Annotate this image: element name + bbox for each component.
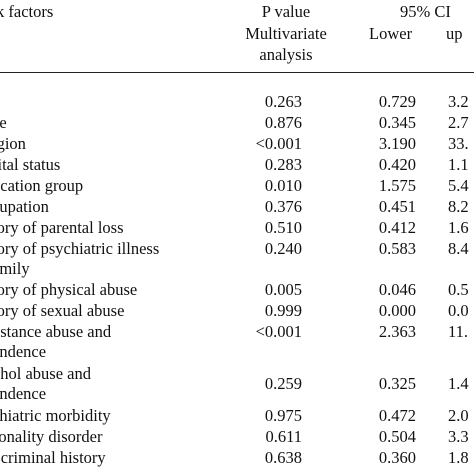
table-row: igion <0.001 3.190 33. bbox=[0, 134, 474, 155]
ci-lower: 0.504 bbox=[378, 427, 416, 446]
p-value: 0.510 bbox=[264, 218, 302, 237]
risk-factor: cupation bbox=[0, 197, 49, 216]
p-value: 0.005 bbox=[264, 280, 302, 299]
p-value: 0.259 bbox=[264, 374, 302, 393]
ci-upper: 5.4 bbox=[448, 176, 469, 195]
risk-factor: tory of sexual abuse bbox=[0, 301, 125, 320]
table-row: cupation 0.376 0.451 8.2 bbox=[0, 197, 474, 218]
p-value: 0.876 bbox=[264, 113, 302, 132]
table-row: tory of physical abuse 0.005 0.046 0.5 bbox=[0, 280, 474, 301]
ci-upper: 2.0 bbox=[448, 406, 469, 425]
p-value: 0.975 bbox=[264, 406, 302, 425]
p-value: 0.240 bbox=[264, 239, 302, 258]
table-row: sonality disorder 0.611 0.504 3.3 bbox=[0, 427, 474, 448]
ci-lower: 0.046 bbox=[378, 280, 416, 299]
p-value: 0.611 bbox=[265, 427, 302, 446]
risk-factor-continued: amily bbox=[0, 259, 30, 278]
risk-factor-continued: endence bbox=[0, 384, 47, 403]
ci-upper: 1.8 bbox=[448, 448, 469, 467]
table-row: rital status 0.283 0.420 1.1 bbox=[0, 155, 474, 176]
ci-lower: 0.729 bbox=[378, 92, 416, 111]
ci-lower: 0.325 bbox=[378, 374, 416, 393]
ci-lower: 0.420 bbox=[378, 155, 416, 174]
table-row: chiatric morbidity 0.975 0.472 2.0 bbox=[0, 406, 474, 427]
risk-factor: t criminal history bbox=[0, 448, 106, 467]
p-value: 0.283 bbox=[264, 155, 302, 174]
header-multivariate: Multivariate bbox=[245, 24, 327, 43]
ci-upper: 11. bbox=[448, 322, 469, 341]
ci-lower: 0.345 bbox=[378, 113, 416, 132]
ci-lower: 0.472 bbox=[378, 406, 416, 425]
ci-upper: 2.7 bbox=[448, 113, 469, 132]
ci-upper: 3.2 bbox=[448, 92, 469, 111]
risk-factor: sonality disorder bbox=[0, 427, 103, 446]
ci-lower: 0.412 bbox=[378, 218, 416, 237]
risk-factor: tory of parental loss bbox=[0, 218, 124, 237]
table-row: ce 0.876 0.345 2.7 bbox=[0, 113, 474, 134]
risk-factor: tory of physical abuse bbox=[0, 280, 138, 299]
table-row: tory of sexual abuse 0.999 0.000 0.0 bbox=[0, 301, 474, 322]
p-value: 0.376 bbox=[264, 197, 302, 216]
ci-lower: 0.451 bbox=[378, 197, 416, 216]
risk-factor: chiatric morbidity bbox=[0, 406, 111, 425]
table-row: ostance abuse and endence <0.001 2.363 1… bbox=[0, 322, 474, 364]
table-body: e 0.263 0.729 3.2 ce 0.876 0.345 2.7 igi… bbox=[0, 92, 474, 469]
table-row: t criminal history 0.638 0.360 1.8 bbox=[0, 448, 474, 469]
risk-factor: rital status bbox=[0, 155, 61, 174]
ci-lower: 3.190 bbox=[378, 134, 416, 153]
header-rule bbox=[0, 72, 474, 73]
header-lower: Lower bbox=[369, 24, 413, 43]
header-risk-factors: k factors bbox=[0, 2, 54, 21]
table-row: tory of parental loss 0.510 0.412 1.6 bbox=[0, 218, 474, 239]
table-row: e 0.263 0.729 3.2 bbox=[0, 92, 474, 113]
header-analysis: analysis bbox=[259, 45, 313, 64]
risk-factor: ce bbox=[0, 113, 7, 132]
table-row: ohol abuse and endence 0.259 0.325 1.4 bbox=[0, 364, 474, 406]
risk-factor: ohol abuse and bbox=[0, 364, 91, 383]
ci-lower: 0.000 bbox=[378, 301, 416, 320]
ci-upper: 1.4 bbox=[448, 374, 469, 393]
ci-lower: 2.363 bbox=[378, 322, 416, 341]
ci-upper: 8.4 bbox=[448, 239, 469, 258]
ci-lower: 1.575 bbox=[378, 176, 416, 195]
header-95-ci: 95% CI bbox=[400, 2, 451, 21]
ci-upper: 1.6 bbox=[448, 218, 469, 237]
risk-factor: ostance abuse and bbox=[0, 322, 112, 341]
ci-upper: 0.0 bbox=[448, 301, 469, 320]
risk-factor: tory of psychiatric illness bbox=[0, 239, 160, 258]
risk-factor: igion bbox=[0, 134, 26, 153]
risk-factor-continued: endence bbox=[0, 342, 47, 361]
table-row: tory of psychiatric illness amily 0.240 … bbox=[0, 239, 474, 280]
ci-upper: 33. bbox=[448, 134, 469, 153]
p-value: <0.001 bbox=[255, 322, 302, 341]
header-upper: up bbox=[446, 24, 463, 43]
p-value: 0.263 bbox=[264, 92, 302, 111]
ci-upper: 0.5 bbox=[448, 280, 469, 299]
p-value: 0.010 bbox=[264, 176, 302, 195]
table-row: ucation group 0.010 1.575 5.4 bbox=[0, 176, 474, 197]
ci-upper: 1.1 bbox=[448, 155, 469, 174]
header-p-value: P value bbox=[261, 2, 311, 21]
p-value: <0.001 bbox=[255, 134, 302, 153]
risk-factor: ucation group bbox=[0, 176, 84, 195]
p-value: 0.638 bbox=[264, 448, 302, 467]
ci-lower: 0.360 bbox=[378, 448, 416, 467]
ci-upper: 3.3 bbox=[448, 427, 469, 446]
p-value: 0.999 bbox=[264, 301, 302, 320]
ci-lower: 0.583 bbox=[378, 239, 416, 258]
ci-upper: 8.2 bbox=[448, 197, 469, 216]
